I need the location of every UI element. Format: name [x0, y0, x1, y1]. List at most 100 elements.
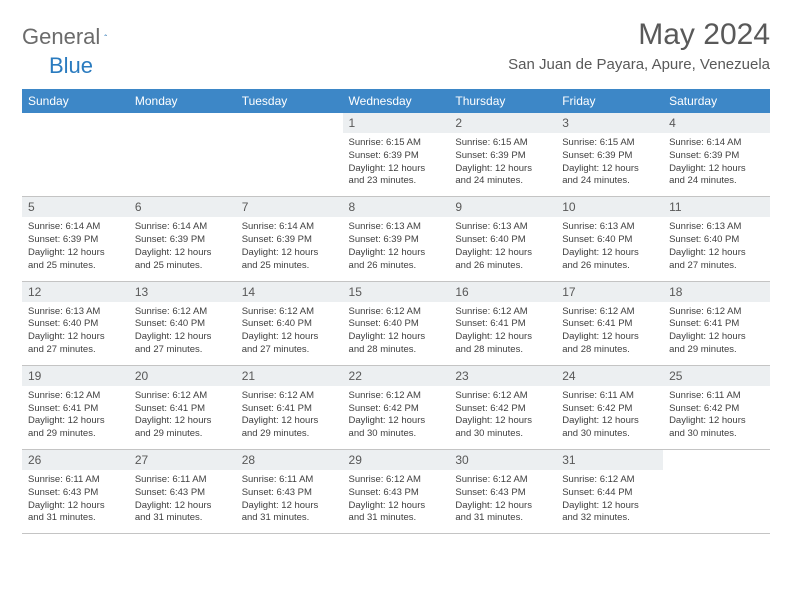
daylight-text: Daylight: 12 hours and 23 minutes.: [349, 163, 444, 189]
daylight-text: Daylight: 12 hours and 24 minutes.: [562, 163, 657, 189]
sunset-text: Sunset: 6:40 PM: [28, 318, 123, 331]
sunset-text: Sunset: 6:39 PM: [28, 234, 123, 247]
sunrise-text: Sunrise: 6:11 AM: [28, 474, 123, 487]
day-content: Sunrise: 6:12 AMSunset: 6:41 PMDaylight:…: [663, 302, 770, 365]
sunset-text: Sunset: 6:41 PM: [669, 318, 764, 331]
sunset-text: Sunset: 6:41 PM: [135, 403, 230, 416]
sunset-text: Sunset: 6:43 PM: [349, 487, 444, 500]
sunrise-text: Sunrise: 6:12 AM: [455, 474, 550, 487]
sunrise-text: Sunrise: 6:12 AM: [242, 306, 337, 319]
day-content: Sunrise: 6:14 AMSunset: 6:39 PMDaylight:…: [129, 217, 236, 280]
sunrise-text: Sunrise: 6:13 AM: [28, 306, 123, 319]
sunrise-text: Sunrise: 6:12 AM: [455, 390, 550, 403]
sunset-text: Sunset: 6:41 PM: [28, 403, 123, 416]
day-number: 18: [663, 282, 770, 302]
calendar-day-cell: 20 Sunrise: 6:12 AMSunset: 6:41 PMDayligh…: [129, 365, 236, 449]
sunset-text: Sunset: 6:44 PM: [562, 487, 657, 500]
day-number: 2: [449, 113, 556, 133]
calendar-day-cell: 10Sunrise: 6:13 AMSunset: 6:40 PMDayligh…: [556, 197, 663, 281]
daylight-text: Daylight: 12 hours and 26 minutes.: [349, 247, 444, 273]
title-block: May 2024 San Juan de Payara, Apure, Vene…: [508, 18, 770, 73]
daylight-text: Daylight: 12 hours and 29 minutes.: [135, 415, 230, 441]
calendar-day-cell: 7Sunrise: 6:14 AMSunset: 6:39 PMDaylight…: [236, 197, 343, 281]
calendar-day-cell: [236, 113, 343, 197]
sunset-text: Sunset: 6:39 PM: [135, 234, 230, 247]
sunrise-text: Sunrise: 6:11 AM: [669, 390, 764, 403]
sunrise-text: Sunrise: 6:12 AM: [562, 306, 657, 319]
day-header: Friday: [556, 89, 663, 113]
day-content: Sunrise: 6:13 AMSunset: 6:40 PMDaylight:…: [22, 302, 129, 365]
day-content: Sunrise: 6:12 AMSunset: 6:42 PMDaylight:…: [449, 386, 556, 449]
sunrise-text: Sunrise: 6:13 AM: [349, 221, 444, 234]
sunrise-text: Sunrise: 6:12 AM: [349, 474, 444, 487]
day-number: 6: [129, 197, 236, 217]
logo-sail-icon: [104, 27, 107, 43]
sunrise-text: Sunrise: 6:11 AM: [242, 474, 337, 487]
sunset-text: Sunset: 6:39 PM: [562, 150, 657, 163]
day-content: Sunrise: 6:12 AMSunset: 6:40 PMDaylight:…: [236, 302, 343, 365]
calendar-day-cell: 5Sunrise: 6:14 AMSunset: 6:39 PMDaylight…: [22, 197, 129, 281]
location: San Juan de Payara, Apure, Venezuela: [508, 56, 770, 73]
sunset-text: Sunset: 6:39 PM: [242, 234, 337, 247]
calendar-day-cell: 21Sunrise: 6:12 AMSunset: 6:41 PMDayligh…: [236, 365, 343, 449]
daylight-text: Daylight: 12 hours and 30 minutes.: [349, 415, 444, 441]
day-content: Sunrise: 6:11 AMSunset: 6:43 PMDaylight:…: [129, 470, 236, 533]
sunset-text: Sunset: 6:40 PM: [455, 234, 550, 247]
calendar-day-cell: 24Sunrise: 6:11 AMSunset: 6:42 PMDayligh…: [556, 365, 663, 449]
calendar-day-cell: [22, 113, 129, 197]
calendar-day-cell: 25Sunrise: 6:11 AMSunset: 6:42 PMDayligh…: [663, 365, 770, 449]
daylight-text: Daylight: 12 hours and 30 minutes.: [455, 415, 550, 441]
day-number: 16: [449, 282, 556, 302]
day-number: 15: [343, 282, 450, 302]
calendar-day-cell: 16Sunrise: 6:12 AMSunset: 6:41 PMDayligh…: [449, 281, 556, 365]
sunset-text: Sunset: 6:40 PM: [669, 234, 764, 247]
sunrise-text: Sunrise: 6:12 AM: [135, 390, 230, 403]
sunrise-text: Sunrise: 6:12 AM: [135, 306, 230, 319]
calendar-day-cell: 2Sunrise: 6:15 AMSunset: 6:39 PMDaylight…: [449, 113, 556, 197]
day-content: Sunrise: 6:12 AMSunset: 6:40 PMDaylight:…: [129, 302, 236, 365]
day-number: 20: [129, 366, 236, 386]
day-content: Sunrise: 6:11 AMSunset: 6:42 PMDaylight:…: [663, 386, 770, 449]
sunset-text: Sunset: 6:43 PM: [242, 487, 337, 500]
sunrise-text: Sunrise: 6:13 AM: [455, 221, 550, 234]
sunrise-text: Sunrise: 6:12 AM: [455, 306, 550, 319]
day-number: 28: [236, 450, 343, 470]
calendar-week-row: 12Sunrise: 6:13 AMSunset: 6:40 PMDayligh…: [22, 281, 770, 365]
day-number: 5: [22, 197, 129, 217]
day-number: 14: [236, 282, 343, 302]
calendar-day-cell: 18Sunrise: 6:12 AMSunset: 6:41 PMDayligh…: [663, 281, 770, 365]
daylight-text: Daylight: 12 hours and 28 minutes.: [349, 331, 444, 357]
logo-text-blue: Blue: [49, 53, 93, 79]
calendar-day-cell: 27Sunrise: 6:11 AMSunset: 6:43 PMDayligh…: [129, 450, 236, 534]
day-number: 10: [556, 197, 663, 217]
daylight-text: Daylight: 12 hours and 32 minutes.: [562, 500, 657, 526]
day-number: 25: [663, 366, 770, 386]
sunset-text: Sunset: 6:39 PM: [455, 150, 550, 163]
daylight-text: Daylight: 12 hours and 31 minutes.: [135, 500, 230, 526]
day-number: 12: [22, 282, 129, 302]
daylight-text: Daylight: 12 hours and 30 minutes.: [669, 415, 764, 441]
sunrise-text: Sunrise: 6:13 AM: [669, 221, 764, 234]
day-number: 30: [449, 450, 556, 470]
day-header: Thursday: [449, 89, 556, 113]
calendar-day-cell: 19Sunrise: 6:12 AMSunset: 6:41 PMDayligh…: [22, 365, 129, 449]
calendar-day-cell: 26Sunrise: 6:11 AMSunset: 6:43 PMDayligh…: [22, 450, 129, 534]
daylight-text: Daylight: 12 hours and 25 minutes.: [242, 247, 337, 273]
day-content: [129, 119, 236, 181]
sunset-text: Sunset: 6:42 PM: [669, 403, 764, 416]
sunrise-text: Sunrise: 6:13 AM: [562, 221, 657, 234]
sunset-text: Sunset: 6:43 PM: [28, 487, 123, 500]
daylight-text: Daylight: 12 hours and 31 minutes.: [28, 500, 123, 526]
sunset-text: Sunset: 6:43 PM: [135, 487, 230, 500]
day-number: 19: [22, 366, 129, 386]
sunrise-text: Sunrise: 6:12 AM: [242, 390, 337, 403]
day-header: Monday: [129, 89, 236, 113]
calendar-week-row: 26Sunrise: 6:11 AMSunset: 6:43 PMDayligh…: [22, 450, 770, 534]
daylight-text: Daylight: 12 hours and 29 minutes.: [669, 331, 764, 357]
day-number: 21: [236, 366, 343, 386]
day-number: 31: [556, 450, 663, 470]
sunrise-text: Sunrise: 6:12 AM: [28, 390, 123, 403]
sunrise-text: Sunrise: 6:14 AM: [135, 221, 230, 234]
day-content: Sunrise: 6:12 AMSunset: 6:41 PMDaylight:…: [22, 386, 129, 449]
sunset-text: Sunset: 6:42 PM: [455, 403, 550, 416]
